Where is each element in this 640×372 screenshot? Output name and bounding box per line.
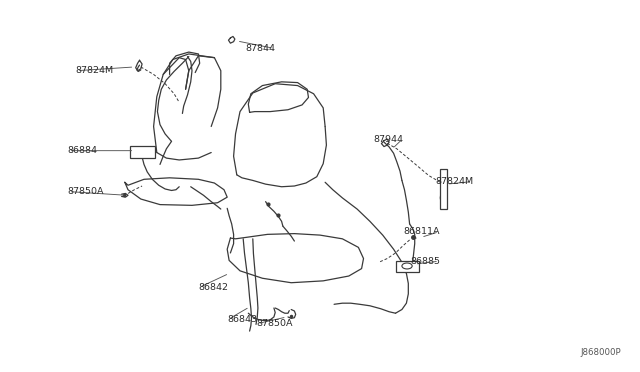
- Text: 86811A: 86811A: [404, 227, 440, 236]
- Text: 87850A: 87850A: [67, 187, 104, 196]
- Text: J868000P: J868000P: [580, 348, 621, 357]
- Text: 86885: 86885: [410, 257, 440, 266]
- Text: 87944: 87944: [373, 135, 403, 144]
- Text: 87824M: 87824M: [76, 66, 114, 75]
- Text: 86843: 86843: [227, 315, 257, 324]
- Text: 87824M: 87824M: [435, 177, 474, 186]
- Text: 86842: 86842: [198, 283, 228, 292]
- FancyBboxPatch shape: [130, 146, 155, 158]
- Text: 87844: 87844: [245, 44, 275, 53]
- FancyBboxPatch shape: [440, 169, 447, 209]
- FancyBboxPatch shape: [396, 261, 419, 272]
- Text: 87850A: 87850A: [256, 319, 292, 328]
- Text: 86884: 86884: [67, 146, 97, 155]
